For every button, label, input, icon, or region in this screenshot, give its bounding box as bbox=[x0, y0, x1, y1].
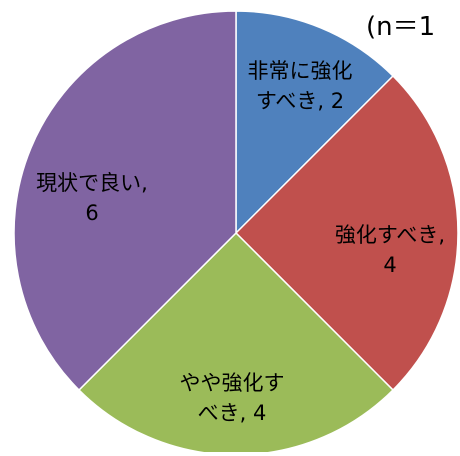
pie-slice-1 bbox=[235, 10, 395, 235]
slice-label-4: 現状で良い, 6 bbox=[36, 171, 148, 225]
slice-label-2: 強化すべき, 4 bbox=[335, 223, 445, 277]
pie-slice-2 bbox=[234, 74, 459, 392]
sample-size-label: (n＝1 bbox=[366, 12, 436, 42]
slice-label-3: やや強化すべき, 4 bbox=[180, 371, 285, 425]
pie-slice-4 bbox=[13, 10, 237, 392]
slice-label-1: 非常に強化すべき, 2 bbox=[248, 59, 353, 113]
